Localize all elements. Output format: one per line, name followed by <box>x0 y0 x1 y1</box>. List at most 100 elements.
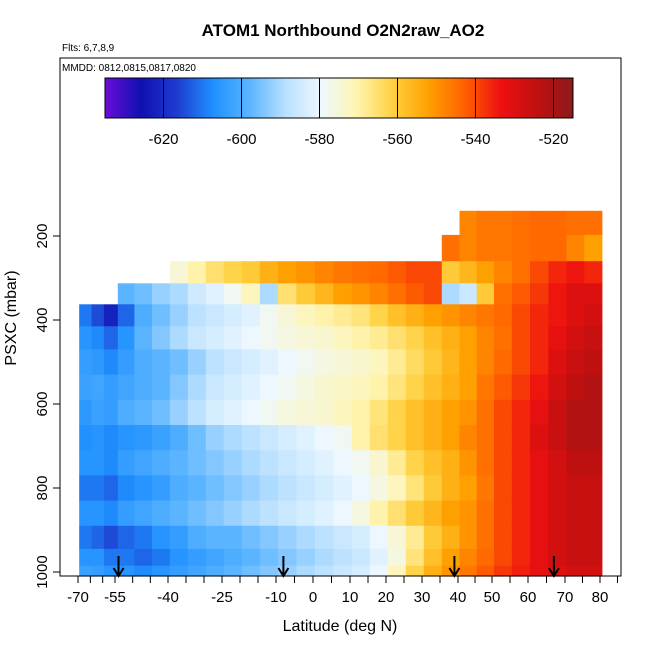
heatmap-cell <box>296 261 316 284</box>
heatmap-cell <box>169 425 189 451</box>
heatmap-cell <box>152 500 171 527</box>
heatmap-cell <box>369 326 389 350</box>
heatmap-cell <box>103 525 119 550</box>
heatmap-cell <box>584 450 603 476</box>
heatmap-cell <box>566 283 585 305</box>
heatmap-cell <box>91 304 105 327</box>
heatmap-cell <box>548 548 568 567</box>
heatmap-cell <box>476 450 495 476</box>
heatmap-cell <box>584 565 603 577</box>
heatmap-cell <box>441 234 461 262</box>
y-tick-label: 400 <box>34 307 51 332</box>
heatmap-cell <box>241 500 261 527</box>
heatmap-cell <box>296 425 316 451</box>
heatmap-cell <box>423 283 443 305</box>
heatmap-cell <box>494 374 513 401</box>
heatmap-cell <box>169 475 189 502</box>
heatmap-cell <box>351 283 371 305</box>
heatmap-cell <box>134 500 153 527</box>
heatmap-cell <box>152 548 171 567</box>
heatmap-cell <box>134 525 153 550</box>
heatmap-cell <box>584 425 603 451</box>
heatmap-cell <box>566 374 585 401</box>
heatmap-cell <box>387 261 407 284</box>
heatmap-cell <box>333 304 353 327</box>
y-axis-label: PSXC (mbar) <box>3 270 20 365</box>
heatmap-cell <box>423 548 443 567</box>
heatmap-cell <box>278 349 297 376</box>
heatmap-cell <box>241 283 261 305</box>
heatmap-cell <box>459 525 478 550</box>
heatmap-cell <box>241 261 261 284</box>
heatmap-cell <box>548 500 568 527</box>
heatmap-cell <box>441 425 461 451</box>
heatmap-cell <box>566 500 585 527</box>
heatmap-cell <box>584 548 603 567</box>
heatmap-cell <box>441 450 461 476</box>
heatmap-cell <box>187 525 207 550</box>
heatmap-cell <box>584 399 603 426</box>
heatmap-cell <box>296 565 316 577</box>
heatmap-cell <box>91 326 105 350</box>
heatmap-cell <box>387 500 407 527</box>
heatmap-cell <box>511 565 531 577</box>
heatmap-cell <box>187 565 207 577</box>
heatmap-cell <box>314 374 334 401</box>
heatmap-cell <box>259 399 279 426</box>
heatmap-cell <box>223 548 243 567</box>
heatmap-cell <box>459 283 478 305</box>
heatmap-cell <box>387 475 407 502</box>
heatmap-cell <box>241 425 261 451</box>
heatmap-cell <box>79 425 93 451</box>
heatmap-cell <box>476 374 495 401</box>
heatmap-cell <box>441 475 461 502</box>
heatmap-cell <box>441 500 461 527</box>
heatmap-cell <box>296 475 316 502</box>
heatmap-cell <box>91 525 105 550</box>
heatmap-cell <box>423 565 443 577</box>
x-tick-label: 60 <box>520 589 537 606</box>
heatmap-cell <box>530 425 549 451</box>
colorbar-tick-label: -520 <box>538 131 568 148</box>
heatmap-cell <box>459 565 478 577</box>
heatmap-cell <box>530 234 549 262</box>
heatmap-cell <box>223 525 243 550</box>
colorbar-tick-label: -580 <box>304 131 334 148</box>
heatmap-cell <box>476 304 495 327</box>
heatmap-cell <box>369 475 389 502</box>
heatmap-cell <box>169 374 189 401</box>
heatmap-cell <box>405 349 425 376</box>
heatmap-cell <box>494 210 513 236</box>
heatmap-cell <box>278 475 297 502</box>
heatmap-cell <box>530 475 549 502</box>
heatmap-cell <box>584 475 603 502</box>
heatmap-cell <box>223 500 243 527</box>
heatmap-cell <box>205 500 225 527</box>
heatmap-cell <box>103 425 119 451</box>
heatmap-cell <box>117 565 135 577</box>
heatmap-cell <box>296 500 316 527</box>
heatmap-cell <box>333 283 353 305</box>
heatmap-cell <box>530 525 549 550</box>
heatmap-cell <box>566 261 585 284</box>
heatmap-cell <box>476 399 495 426</box>
heatmap-cell <box>511 500 531 527</box>
heatmap-cell <box>423 326 443 350</box>
heatmap-cell <box>405 548 425 567</box>
heatmap-cell <box>584 525 603 550</box>
heatmap-cell <box>530 500 549 527</box>
heatmap-cell <box>152 425 171 451</box>
heatmap-cell <box>333 525 353 550</box>
x-tick-label: -10 <box>265 589 287 606</box>
heatmap-cell <box>530 304 549 327</box>
heatmap-cell <box>459 450 478 476</box>
heatmap-cell <box>476 234 495 262</box>
heatmap-cell <box>278 283 297 305</box>
heatmap-cell <box>117 525 135 550</box>
heatmap-cell <box>296 450 316 476</box>
heatmap-cell <box>387 548 407 567</box>
heatmap-cell <box>259 450 279 476</box>
heatmap-cell <box>314 304 334 327</box>
heatmap-cell <box>387 349 407 376</box>
heatmap-cell <box>296 326 316 350</box>
